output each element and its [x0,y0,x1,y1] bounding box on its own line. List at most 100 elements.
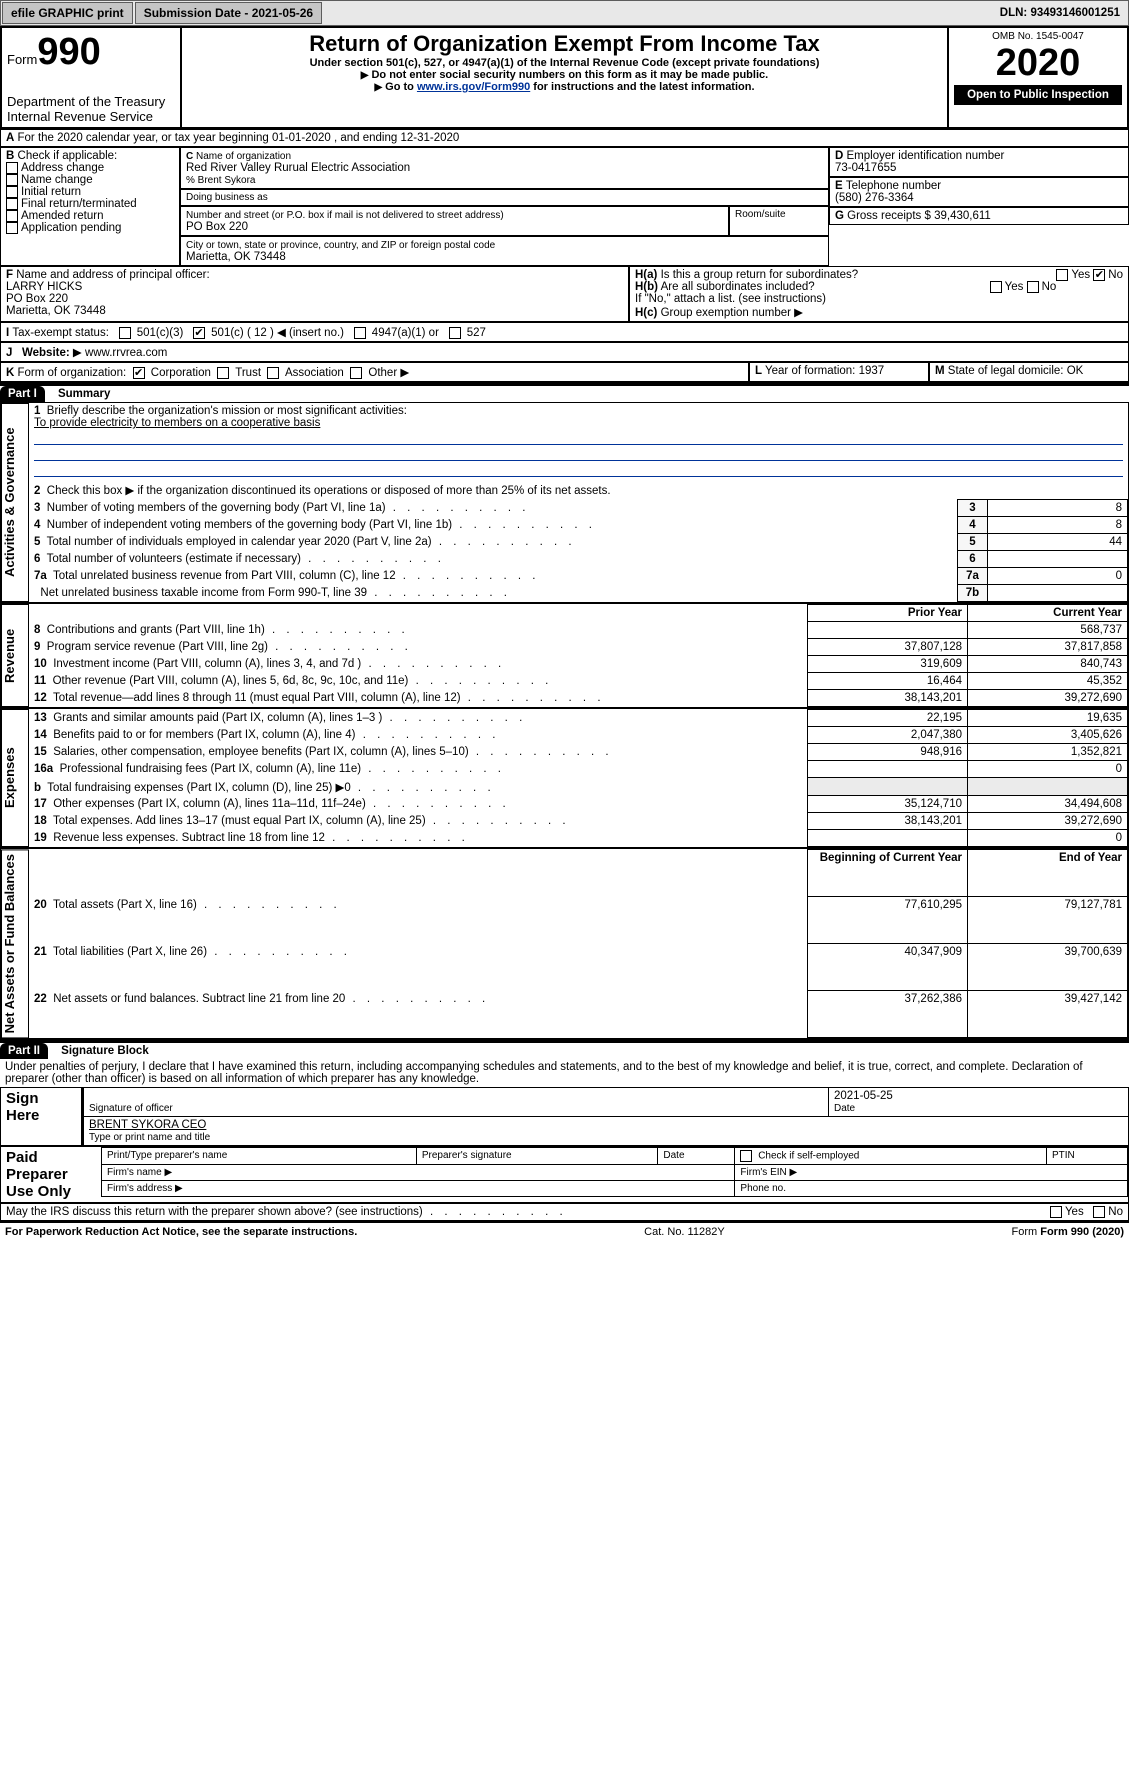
title-cell: Return of Organization Exempt From Incom… [181,27,948,128]
table-header-row: Beginning of Current YearEnd of Year [29,850,1128,897]
part-ii-hdr: Part II [0,1043,48,1059]
table-row: 12 Total revenue—add lines 8 through 11 … [29,690,1128,707]
telephone-value: (580) 276-3364 [835,192,914,204]
vlabel-governance: Activities & Governance [1,403,29,602]
website-value: www.rrvrea.com [85,347,167,359]
officer-name: LARRY HICKS [6,281,82,293]
b-opt-1: Name change [21,174,93,186]
sign-here-label: Sign Here [1,1088,81,1145]
chk-name-change[interactable] [6,174,18,186]
hc-text: Group exemption number [661,307,791,319]
year-formation: 1937 [859,365,885,377]
chk-other[interactable] [350,367,362,379]
preparer-table: Print/Type preparer's name Preparer's si… [101,1147,1128,1197]
dba-lbl: Doing business as [180,189,829,206]
paid-preparer-label: Paid Preparer Use Only [1,1147,101,1202]
table-row: 6 Total number of volunteers (estimate i… [29,551,1128,568]
name-title-lbl: Type or print name and title [89,1132,210,1143]
section-l: L Year of formation: 1937 [749,362,929,382]
table-row: 4 Number of independent voting members o… [29,517,1128,534]
part-ii-title: Signature Block [51,1045,149,1057]
chk-527[interactable] [449,327,461,339]
discuss-no-lbl: No [1108,1206,1123,1218]
form-number-cell: Form990 Department of the Treasury Inter… [1,27,181,128]
i-lbl: Tax-exempt status: [12,327,109,339]
chk-initial-return[interactable] [6,186,18,198]
table-row: 21 Total liabilities (Part X, line 26) 4… [29,944,1128,991]
ha-no-lbl: No [1108,269,1123,281]
care-of: % Brent Sykora [186,175,255,186]
k-lbl: Form of organization: [18,367,127,379]
gross-receipts: 39,430,611 [934,210,991,222]
b-opt-3: Final return/terminated [21,198,137,210]
sig-officer-lbl: Signature of officer [89,1103,173,1114]
open-to-public: Open to Public Inspection [954,85,1122,105]
b-opt-4: Amended return [21,210,103,222]
page-footer: For Paperwork Reduction Act Notice, see … [0,1221,1129,1241]
k-opt-0: Corporation [151,367,211,379]
phone-lbl: Phone no. [735,1181,1128,1197]
subtitle-3: Go to www.irs.gov/Form990 for instructio… [187,81,942,93]
perjury-text: Under penalties of perjury, I declare th… [0,1059,1129,1087]
d-lbl: Employer identification number [847,150,1005,162]
chk-amended[interactable] [6,210,18,222]
ha-no[interactable] [1093,269,1105,281]
city-lbl: City or town, state or province, country… [186,240,495,251]
chk-trust[interactable] [217,367,229,379]
k-opt-2: Association [285,367,344,379]
prep-date-lbl: Date [658,1148,735,1165]
e-lbl: Telephone number [846,180,941,192]
chk-501c3[interactable] [119,327,131,339]
form-header: Form990 Department of the Treasury Inter… [0,26,1129,129]
table-row: 22 Net assets or fund balances. Subtract… [29,991,1128,1038]
officer-city: Marietta, OK 73448 [6,305,106,317]
m-lbl: State of legal domicile: [948,365,1064,377]
subtitle-1: Under section 501(c), 527, or 4947(a)(1)… [187,57,942,69]
chk-4947[interactable] [354,327,366,339]
chk-self-employed[interactable] [740,1150,752,1162]
mission-text: To provide electricity to members on a c… [34,417,320,429]
chk-assoc[interactable] [267,367,279,379]
hb-no[interactable] [1027,281,1039,293]
chk-501c[interactable] [193,327,205,339]
k-opt-1: Trust [235,367,261,379]
chk-app-pending[interactable] [6,222,18,234]
form-title: Return of Organization Exempt From Incom… [187,31,942,57]
table-row: 19 Revenue less expenses. Subtract line … [29,830,1128,847]
hb-yes[interactable] [990,281,1002,293]
i-opt-3: 4947(a)(1) or [372,327,439,339]
vlabel-netassets: Net Assets or Fund Balances [1,849,29,1038]
submission-date-button[interactable]: Submission Date - 2021-05-26 [135,2,322,24]
chk-address-change[interactable] [6,162,18,174]
sub3-pre: Go to [385,81,417,93]
table-row: 14 Benefits paid to or for members (Part… [29,727,1128,744]
section-j: J Website: ▶ www.rrvrea.com [0,342,1129,362]
identity-block: B Check if applicable: Address change Na… [0,147,1129,266]
efile-print-button[interactable]: efile GRAPHIC print [2,2,133,24]
section-m: M State of legal domicile: OK [929,362,1129,382]
table-row: 17 Other expenses (Part IX, column (A), … [29,796,1128,813]
discuss-yes[interactable] [1050,1206,1062,1218]
discuss-no[interactable] [1093,1206,1105,1218]
part-i: Part I Summary [0,382,1129,402]
discuss-row: May the IRS discuss this return with the… [0,1203,1129,1221]
row-a-tax-year: A For the 2020 calendar year, or tax yea… [0,129,1129,147]
chk-final-return[interactable] [6,198,18,210]
i-opt-2: (insert no.) [289,327,344,339]
irs-link[interactable]: www.irs.gov/Form990 [417,81,530,93]
domicile-state: OK [1067,365,1084,377]
i-opt-1: 501(c) ( 12 ) [211,327,274,339]
table-row: 11 Other revenue (Part VIII, column (A),… [29,673,1128,690]
j-lbl: Website: [22,347,70,359]
ha-yes[interactable] [1056,269,1068,281]
tax-year: 2020 [954,42,1122,85]
table-row: 15 Salaries, other compensation, employe… [29,744,1128,761]
org-name: Red River Valley Rurual Electric Associa… [186,162,410,174]
table-row: 16a Professional fundraising fees (Part … [29,761,1128,778]
ein-value: 73-0417655 [835,162,896,174]
vlabel-revenue: Revenue [1,604,29,707]
q1-text: Briefly describe the organization's miss… [47,405,407,417]
chk-corp[interactable] [133,367,145,379]
table-row: 9 Program service revenue (Part VIII, li… [29,639,1128,656]
table-row: 18 Total expenses. Add lines 13–17 (must… [29,813,1128,830]
